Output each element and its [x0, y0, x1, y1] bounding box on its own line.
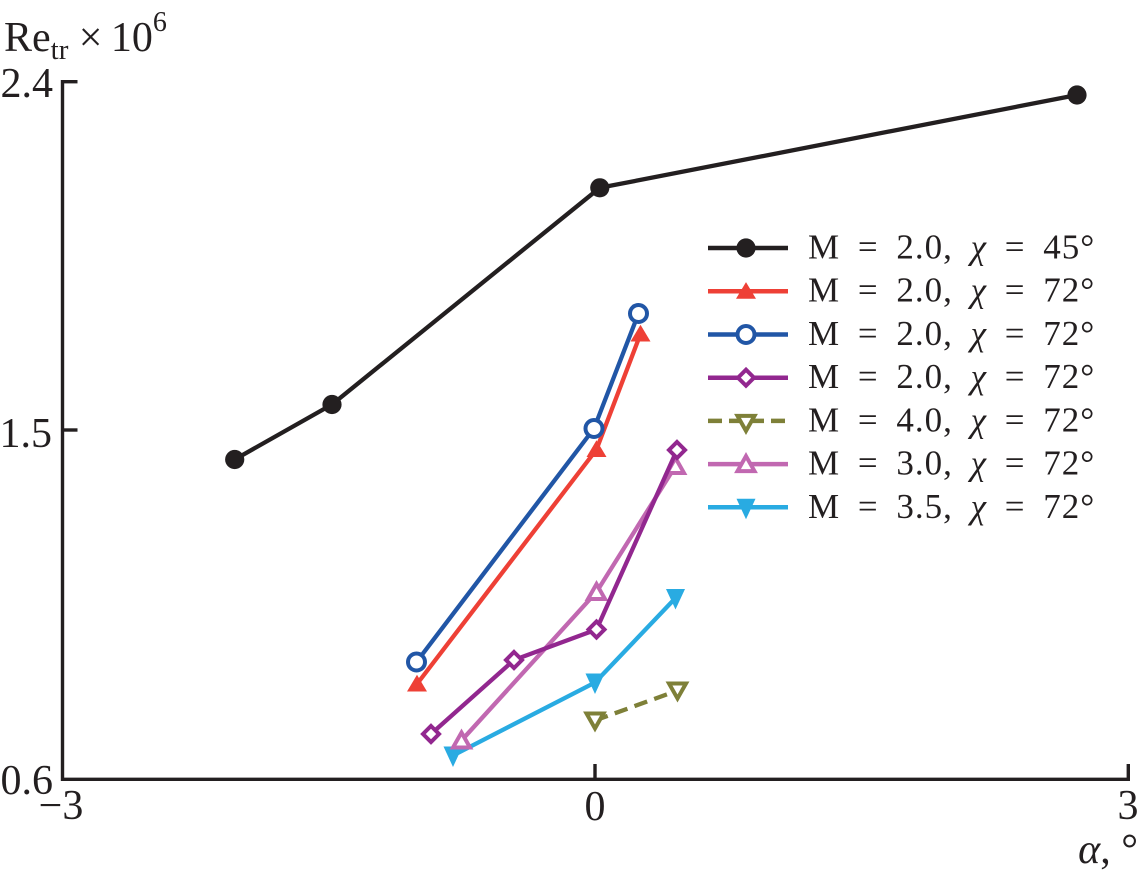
svg-text:M = 3.0, χ = 72°: M = 3.0, χ = 72° — [808, 444, 1095, 483]
svg-text:0: 0 — [585, 784, 606, 830]
svg-text:3: 3 — [1118, 783, 1138, 829]
svg-text:M = 2.0, χ = 72°: M = 2.0, χ = 72° — [808, 314, 1095, 353]
svg-text:0.6: 0.6 — [1, 758, 54, 804]
svg-text:Retr × 106: Retr × 106 — [4, 7, 167, 66]
svg-text:M = 4.0, χ = 72°: M = 4.0, χ = 72° — [808, 400, 1095, 439]
svg-text:1.5: 1.5 — [0, 411, 52, 457]
svg-text:2.4: 2.4 — [1, 61, 54, 107]
svg-text:M = 2.0, χ = 72°: M = 2.0, χ = 72° — [808, 357, 1095, 396]
svg-text:M = 2.0, χ = 72°: M = 2.0, χ = 72° — [808, 271, 1095, 310]
svg-text:α, °: α, ° — [1078, 827, 1138, 873]
svg-text:M = 3.5, χ = 72°: M = 3.5, χ = 72° — [808, 487, 1095, 526]
svg-text:M = 2.0, χ = 45°: M = 2.0, χ = 45° — [808, 228, 1095, 267]
svg-text:−3: −3 — [39, 783, 84, 829]
